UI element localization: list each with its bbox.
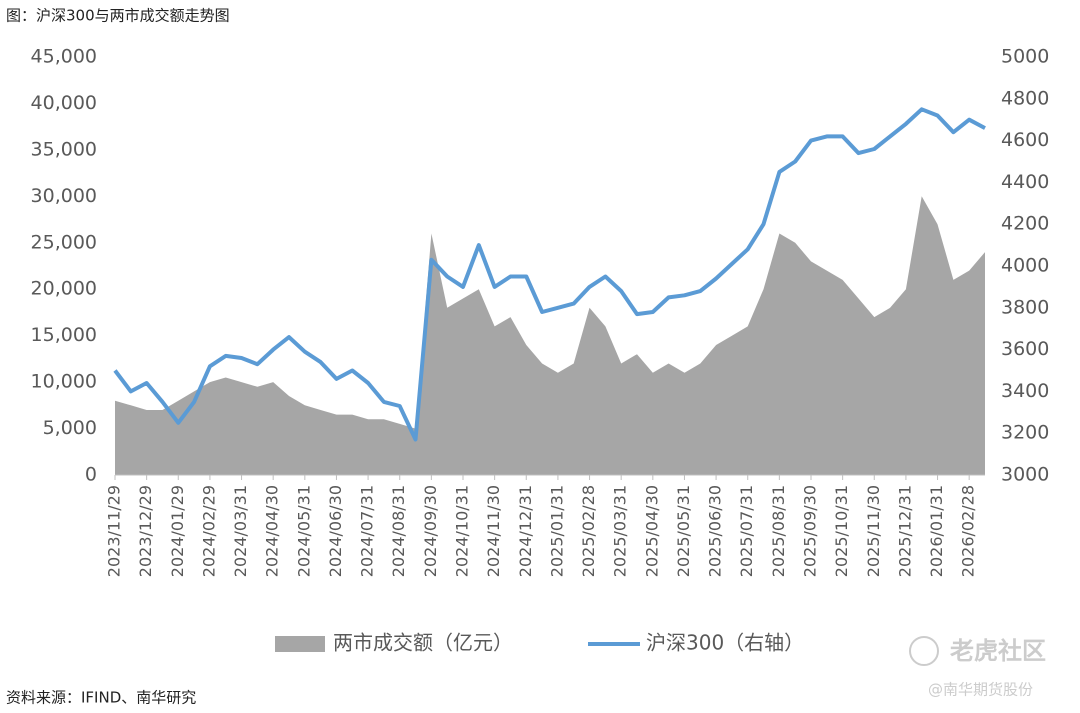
x-tick-label: 2025/12/31 bbox=[895, 485, 914, 577]
x-tick-label: 2024/02/29 bbox=[199, 485, 218, 577]
x-tick-label: 2025/10/31 bbox=[832, 485, 851, 577]
y2-tick-label: 3600 bbox=[1001, 338, 1049, 360]
watermark-logo: 老虎社区 bbox=[950, 637, 1046, 665]
watermark-icon bbox=[909, 636, 939, 666]
y2-tick-label: 4600 bbox=[1001, 129, 1049, 151]
x-tick-label: 2025/08/31 bbox=[769, 485, 788, 577]
source-note: 资料来源：IFIND、南华研究 bbox=[6, 689, 196, 707]
y-tick-label: 0 bbox=[85, 464, 97, 486]
y2-tick-label: 4000 bbox=[1001, 255, 1049, 277]
y2-tick-label: 3000 bbox=[1001, 464, 1049, 486]
x-tick-label: 2025/04/30 bbox=[642, 485, 661, 577]
x-tick-label: 2024/10/31 bbox=[453, 485, 472, 577]
y-tick-label: 15,000 bbox=[31, 324, 97, 346]
x-tick-label: 2025/05/31 bbox=[674, 485, 693, 577]
x-tick-label: 2026/02/28 bbox=[959, 485, 978, 577]
y-tick-label: 40,000 bbox=[31, 92, 97, 114]
x-tick-label: 2025/11/30 bbox=[864, 485, 883, 577]
x-tick-label: 2023/11/29 bbox=[105, 485, 124, 577]
legend-label: 两市成交额（亿元） bbox=[333, 631, 513, 655]
area bbox=[115, 196, 985, 476]
x-tick-label: 2025/01/31 bbox=[547, 485, 566, 577]
legend-swatch bbox=[275, 636, 325, 652]
x-tick-label: 2024/08/31 bbox=[389, 485, 408, 577]
y2-tick-label: 4800 bbox=[1001, 87, 1049, 109]
y-tick-label: 10,000 bbox=[31, 371, 97, 393]
x-tick-label: 2024/05/31 bbox=[294, 485, 313, 577]
x-tick-label: 2024/07/31 bbox=[358, 485, 377, 577]
y-tick-label: 20,000 bbox=[31, 278, 97, 300]
x-tick-label: 2024/01/29 bbox=[168, 485, 187, 577]
y-tick-label: 30,000 bbox=[31, 185, 97, 207]
y2-tick-label: 5000 bbox=[1001, 46, 1049, 68]
x-tick-label: 2025/06/30 bbox=[706, 485, 725, 577]
y2-tick-label: 3200 bbox=[1001, 422, 1049, 444]
x-tick-label: 2024/09/30 bbox=[421, 485, 440, 577]
x-tick-label: 2024/06/30 bbox=[326, 485, 345, 577]
x-tick-label: 2023/12/29 bbox=[136, 485, 155, 577]
chart-title: 图：沪深300与两市成交额走势图 bbox=[6, 7, 230, 25]
y-tick-label: 25,000 bbox=[31, 231, 97, 253]
x-tick-label: 2025/02/28 bbox=[579, 485, 598, 577]
legend-label: 沪深300（右轴） bbox=[646, 631, 804, 655]
x-tick-label: 2024/12/31 bbox=[516, 485, 535, 577]
y2-tick-label: 4200 bbox=[1001, 213, 1049, 235]
x-tick-label: 2024/03/31 bbox=[231, 485, 250, 577]
x-tick-label: 2024/04/30 bbox=[263, 485, 282, 577]
x-tick-label: 2026/01/31 bbox=[927, 485, 946, 577]
y2-tick-label: 3800 bbox=[1001, 296, 1049, 318]
x-tick-label: 2025/09/30 bbox=[801, 485, 820, 577]
x-tick-label: 2025/07/31 bbox=[737, 485, 756, 577]
y2-tick-label: 4400 bbox=[1001, 171, 1049, 193]
y-tick-label: 45,000 bbox=[31, 46, 97, 68]
y2-tick-label: 3400 bbox=[1001, 380, 1049, 402]
watermark-handle: @南华期货股份 bbox=[928, 681, 1033, 699]
x-tick-label: 2024/11/30 bbox=[484, 485, 503, 577]
line bbox=[113, 107, 986, 442]
y-tick-label: 35,000 bbox=[31, 138, 97, 160]
x-tick-label: 2025/03/31 bbox=[611, 485, 630, 577]
y-tick-label: 5,000 bbox=[43, 417, 97, 439]
